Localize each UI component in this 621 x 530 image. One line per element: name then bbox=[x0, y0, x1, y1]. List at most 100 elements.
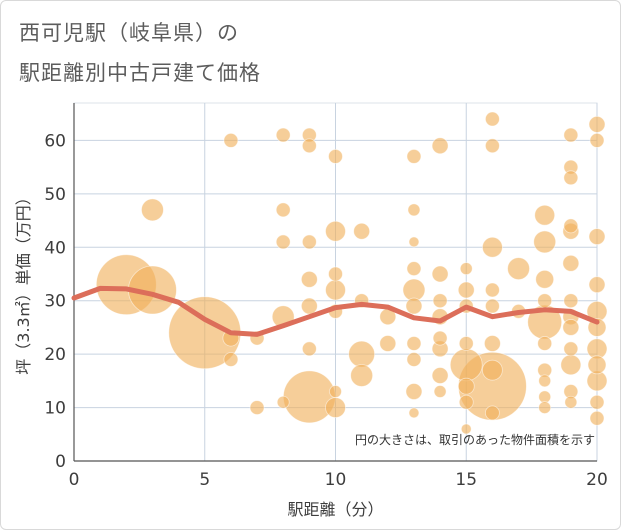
data-point bbox=[406, 261, 422, 277]
data-point bbox=[300, 270, 318, 288]
data-point bbox=[562, 319, 580, 336]
y-axis-label: 坪（3.3㎡）単価（万円） bbox=[14, 189, 33, 374]
data-point bbox=[535, 269, 555, 289]
data-point bbox=[406, 149, 422, 164]
data-point bbox=[325, 220, 346, 242]
data-point bbox=[484, 111, 500, 127]
data-point bbox=[481, 236, 503, 258]
data-point bbox=[449, 348, 483, 382]
data-point bbox=[249, 400, 265, 415]
data-point bbox=[589, 410, 605, 426]
data-point bbox=[484, 282, 500, 298]
data-point bbox=[563, 341, 579, 357]
trend-layer bbox=[71, 285, 600, 337]
data-point bbox=[431, 265, 449, 283]
data-point bbox=[301, 138, 317, 154]
data-point bbox=[563, 293, 579, 309]
data-point bbox=[588, 276, 606, 294]
size-note: 円の大きさは、取引のあった物件面積を示す bbox=[355, 432, 595, 447]
data-point bbox=[589, 394, 605, 410]
y-tick-label: 30 bbox=[44, 292, 66, 312]
data-point bbox=[537, 293, 553, 309]
data-point bbox=[328, 149, 343, 164]
y-tick-label: 10 bbox=[44, 399, 66, 419]
data-point bbox=[275, 234, 291, 250]
data-point bbox=[301, 341, 317, 357]
data-point bbox=[406, 352, 422, 367]
data-point bbox=[276, 395, 290, 409]
trend-line bbox=[71, 285, 600, 337]
y-tick-label: 0 bbox=[55, 452, 66, 472]
data-point bbox=[481, 359, 503, 381]
data-point bbox=[325, 279, 346, 301]
data-point bbox=[407, 203, 421, 217]
x-tick-label: 10 bbox=[325, 470, 347, 490]
y-tick-label: 50 bbox=[44, 185, 66, 205]
data-point bbox=[484, 298, 500, 314]
data-point bbox=[408, 236, 420, 248]
data-point bbox=[406, 336, 422, 351]
data-point bbox=[350, 364, 374, 387]
data-point bbox=[223, 133, 239, 148]
data-point bbox=[587, 355, 607, 375]
x-tick-label: 20 bbox=[586, 470, 608, 490]
data-point bbox=[537, 336, 553, 351]
data-point bbox=[484, 405, 500, 421]
data-point bbox=[538, 374, 552, 388]
data-point bbox=[483, 335, 501, 352]
x-tick-label: 15 bbox=[455, 470, 477, 490]
data-point bbox=[589, 133, 605, 148]
data-point bbox=[275, 202, 291, 218]
x-tick-label: 0 bbox=[69, 470, 80, 490]
y-tick-label: 60 bbox=[44, 131, 66, 151]
data-point bbox=[405, 383, 423, 400]
data-point bbox=[562, 254, 580, 272]
x-tick-label: 5 bbox=[199, 470, 210, 490]
data-point bbox=[563, 218, 579, 234]
data-point bbox=[563, 127, 579, 143]
data-point bbox=[325, 397, 346, 418]
data-point bbox=[301, 234, 317, 250]
chart-title-line2: 駅距離別中古戸建て価格 bbox=[19, 61, 261, 85]
data-point bbox=[282, 370, 336, 424]
data-point bbox=[458, 394, 474, 410]
data-point bbox=[588, 228, 606, 245]
data-point bbox=[431, 367, 449, 384]
data-point bbox=[223, 352, 239, 367]
data-point bbox=[275, 127, 291, 143]
data-point bbox=[563, 170, 579, 186]
bubble-layer bbox=[95, 111, 608, 435]
data-point bbox=[328, 266, 343, 282]
data-point bbox=[348, 340, 376, 368]
data-point bbox=[379, 335, 397, 352]
data-point bbox=[353, 222, 371, 240]
data-point bbox=[458, 336, 474, 351]
x-axis-label: 駅距離（分） bbox=[287, 500, 383, 519]
data-point bbox=[534, 204, 556, 226]
data-point bbox=[533, 230, 557, 254]
y-tick-label: 20 bbox=[44, 345, 66, 365]
data-point bbox=[432, 293, 448, 309]
data-point bbox=[460, 423, 472, 435]
data-point bbox=[329, 385, 342, 398]
data-point bbox=[432, 330, 448, 346]
data-point bbox=[484, 138, 500, 154]
data-point bbox=[141, 198, 164, 222]
data-point bbox=[560, 354, 582, 376]
data-point bbox=[408, 407, 420, 419]
chart-title-line1: 西可児駅（岐阜県）の bbox=[19, 21, 239, 45]
data-point bbox=[457, 281, 475, 299]
data-point bbox=[564, 395, 578, 409]
data-point bbox=[457, 377, 475, 395]
data-point bbox=[459, 262, 473, 276]
tick-labels: 0 5 10 15 20 0 10 20 30 40 50 60 bbox=[44, 131, 607, 490]
data-point bbox=[538, 401, 552, 414]
data-point bbox=[507, 257, 530, 281]
y-tick-label: 40 bbox=[44, 238, 66, 258]
data-point bbox=[433, 385, 447, 398]
data-point bbox=[300, 297, 318, 315]
data-point bbox=[538, 390, 552, 404]
data-point bbox=[431, 137, 449, 155]
